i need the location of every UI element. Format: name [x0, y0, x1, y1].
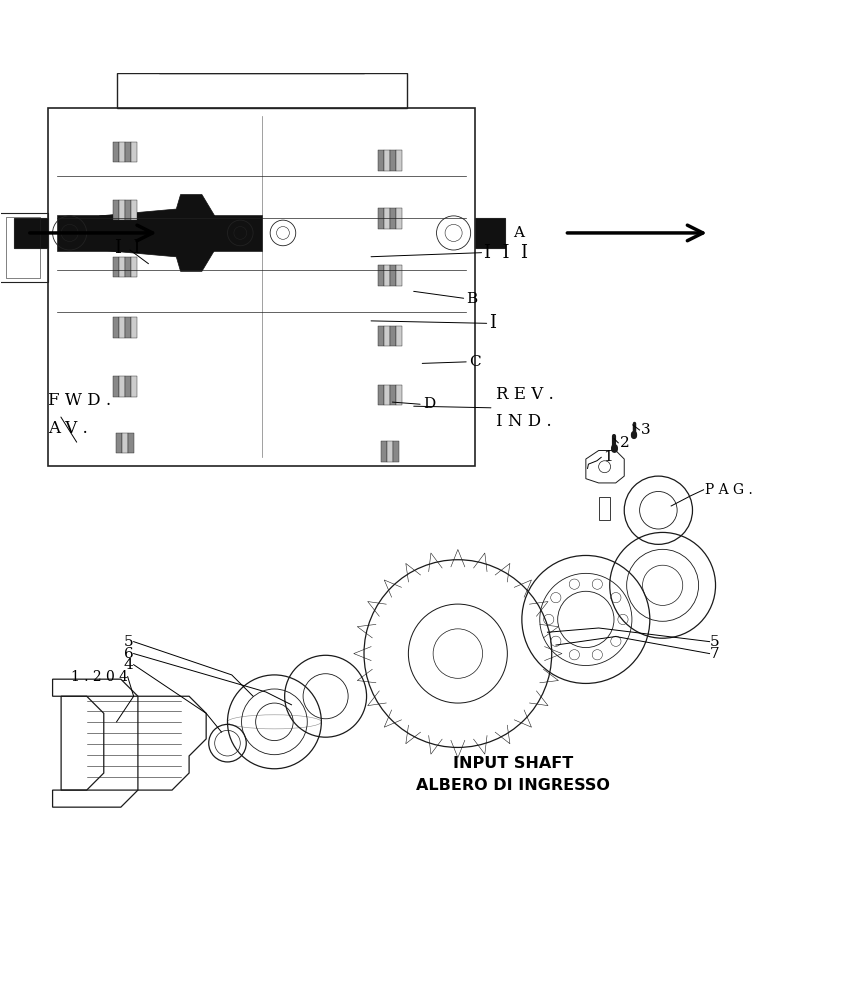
Bar	[125, 257, 131, 277]
Bar	[389, 208, 395, 229]
Text: P A G .: P A G .	[705, 483, 753, 497]
Bar	[113, 376, 119, 397]
Bar	[383, 385, 389, 405]
Bar	[125, 376, 131, 397]
Bar	[0, 213, 48, 282]
Bar	[125, 317, 131, 338]
Bar	[395, 150, 401, 171]
Bar	[395, 326, 401, 346]
Bar	[116, 73, 407, 108]
Bar	[131, 376, 137, 397]
Text: 2: 2	[620, 436, 630, 450]
Text: D: D	[423, 397, 435, 411]
Bar	[116, 433, 122, 453]
Bar	[389, 326, 395, 346]
Text: I  I  I: I I I	[484, 244, 528, 262]
Text: I  I: I I	[115, 239, 140, 257]
Bar	[389, 385, 395, 405]
Bar	[381, 441, 387, 462]
Bar	[131, 257, 137, 277]
Text: 6: 6	[124, 647, 134, 661]
Bar	[6, 217, 39, 278]
Text: I: I	[490, 314, 496, 332]
Bar	[383, 150, 389, 171]
Text: 5: 5	[124, 635, 134, 649]
Bar	[131, 317, 137, 338]
Bar	[131, 142, 137, 162]
Bar	[119, 257, 125, 277]
Bar	[395, 385, 401, 405]
Bar	[598, 497, 609, 520]
Bar	[383, 265, 389, 286]
Bar	[383, 326, 389, 346]
Text: 5: 5	[710, 635, 719, 649]
Bar	[119, 200, 125, 220]
Text: INPUT SHAFT
ALBERO DI INGRESSO: INPUT SHAFT ALBERO DI INGRESSO	[416, 756, 610, 793]
Bar	[383, 208, 389, 229]
Bar	[377, 208, 383, 229]
Bar	[119, 376, 125, 397]
Bar	[377, 385, 383, 405]
Bar	[119, 142, 125, 162]
Text: 3: 3	[641, 423, 651, 437]
Bar	[389, 265, 395, 286]
Text: A: A	[514, 226, 525, 240]
Text: B: B	[467, 292, 478, 306]
Bar	[113, 200, 119, 220]
Text: 7: 7	[710, 647, 719, 661]
Text: C: C	[469, 355, 480, 369]
Bar	[122, 433, 128, 453]
Bar	[15, 218, 48, 248]
Text: R E V .
I N D .: R E V . I N D .	[496, 386, 554, 430]
Bar	[395, 208, 401, 229]
Bar	[387, 441, 393, 462]
Bar	[128, 433, 134, 453]
Bar	[131, 200, 137, 220]
Text: 1 . 2 0 4: 1 . 2 0 4	[71, 670, 128, 684]
Bar	[113, 317, 119, 338]
Bar	[119, 317, 125, 338]
Bar	[389, 150, 395, 171]
Bar	[393, 441, 399, 462]
Text: 4: 4	[124, 658, 134, 672]
Bar	[159, 52, 364, 73]
Bar	[56, 215, 262, 251]
Bar	[125, 200, 131, 220]
Polygon shape	[99, 195, 215, 271]
Bar	[113, 142, 119, 162]
Text: F W D .
A V .: F W D . A V .	[48, 392, 111, 437]
Bar	[377, 265, 383, 286]
Bar	[377, 326, 383, 346]
Bar	[377, 150, 383, 171]
Text: 1: 1	[603, 450, 613, 464]
Bar	[48, 108, 475, 466]
Bar	[395, 265, 401, 286]
Bar	[125, 142, 131, 162]
Bar	[475, 218, 505, 248]
Bar	[113, 257, 119, 277]
